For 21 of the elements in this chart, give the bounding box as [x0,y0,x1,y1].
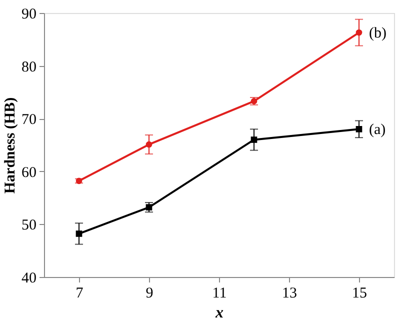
x-tick-label: 11 [212,286,227,302]
x-tick-label: 13 [282,286,297,302]
point [146,204,152,210]
series-label: (b) [369,26,386,42]
y-tick-label: 50 [22,218,36,234]
x-tick-label: 9 [146,286,154,302]
x-tick-label: 15 [352,286,367,302]
y-tick-label: 40 [22,270,36,286]
x-axis-title: x [214,304,224,322]
y-tick-label: 60 [22,164,36,181]
point [356,126,362,132]
y-tick-label: 70 [22,112,36,128]
point [356,29,362,36]
y-tick-label: 90 [22,6,36,22]
point [146,141,152,148]
y-tick-label: 80 [22,59,36,76]
y-axis-title: Hardness (HB) [2,97,18,194]
point [250,136,258,143]
x-tick-label: 7 [76,286,84,302]
point [76,230,82,237]
series-label: (a) [369,122,386,138]
